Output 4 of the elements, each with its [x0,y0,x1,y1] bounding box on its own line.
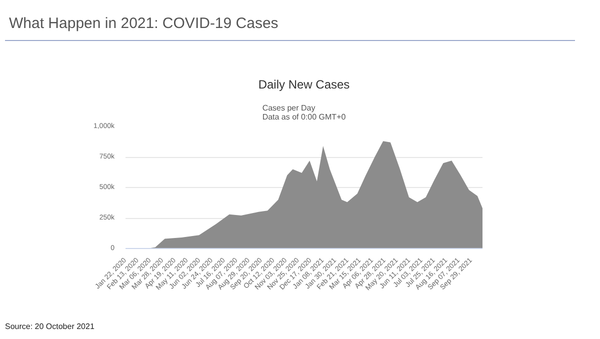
source-note: Source: 20 October 2021 [5,321,94,332]
chart-subtitle: Cases per Day Data as of 0:00 GMT+0 [262,104,346,122]
chart-title: Daily New Cases [258,78,350,92]
text: What Happen in 2021: COVID-19 Cases [9,14,278,34]
